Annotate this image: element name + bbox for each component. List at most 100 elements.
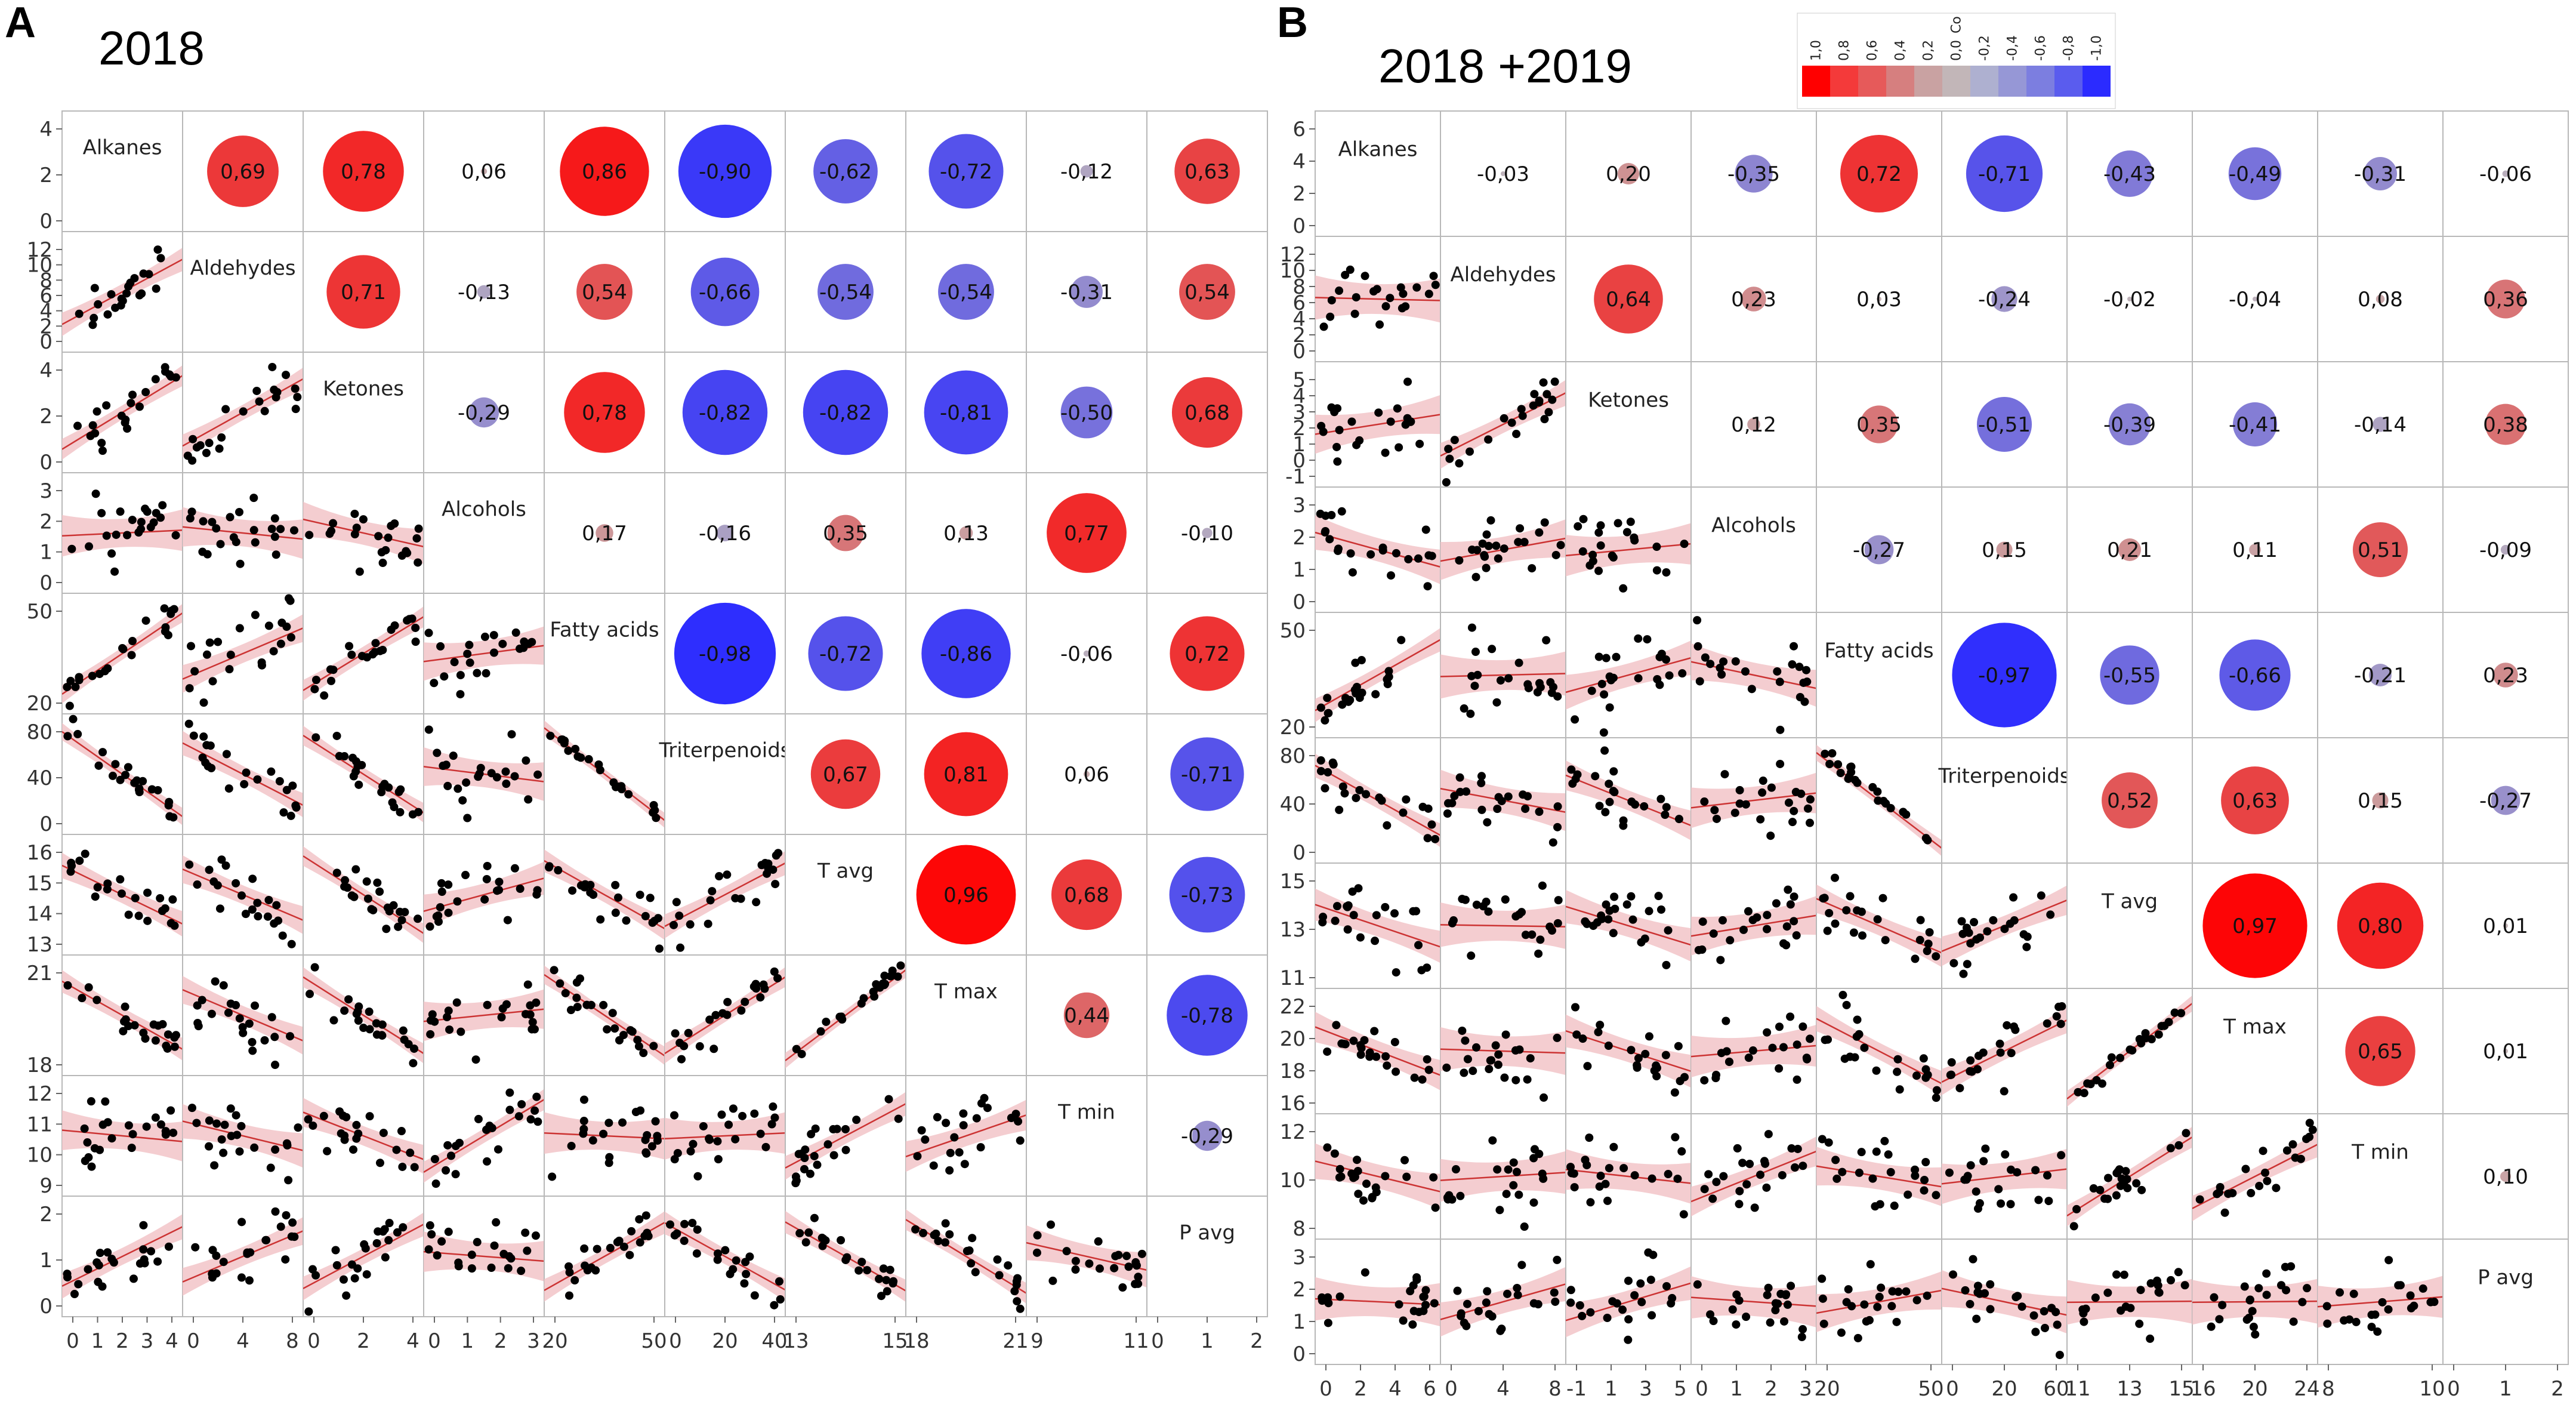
scatter-point [1014,1117,1023,1126]
cell-a-2-4: 0,78 [544,352,665,473]
cell-b-8-3 [1690,1113,1817,1240]
scatter-point [66,676,75,685]
correlation-circle [916,845,1016,945]
cell-b-6-4 [1816,862,1942,989]
scatter-point [139,1028,148,1037]
cell-frame [423,472,545,594]
scatter-point [212,1119,221,1128]
scatter-point [941,1219,950,1228]
scatter-point [1972,935,1981,944]
y-tick-label: 14 [27,902,53,926]
scatter-point [1730,808,1739,817]
scatter-point [166,372,175,381]
scatter-point [1323,1047,1332,1056]
cell-a-2-8: -0,50 [1026,352,1147,473]
correlation-value: 0,38 [2483,413,2528,437]
y-tick-label: 20 [27,692,53,716]
scatter-point [1605,780,1614,788]
scatter-point [1742,1313,1751,1321]
scatter-point [1399,1316,1408,1325]
scatter-plot [1566,1248,1691,1344]
y-tick-label: 8 [1292,275,1306,299]
scatter-point [1545,922,1554,931]
scatter-point [1646,1276,1655,1284]
scatter-point [1662,568,1671,577]
scatter-point [373,878,382,887]
scatter-point [367,905,376,914]
legend-label: 0,6 [1865,40,1880,61]
scatter-point [1904,1190,1912,1199]
scatter-point [568,886,577,895]
scatter-point [1553,822,1562,831]
scatter-point [1806,1034,1815,1043]
scatter-point [1665,671,1674,680]
cell-b-3-8: 0,51 [2317,486,2444,613]
scatter-point [165,797,174,806]
correlation-value: 0,15 [2358,789,2403,813]
cell-a-9-3 [423,1196,545,1317]
scatter-point [1493,805,1502,814]
fit-line [424,1250,544,1262]
scatter-point [1831,873,1840,882]
cell-a-5-5: Triterpenoids [658,713,791,835]
scatter-point [1016,1136,1025,1145]
scatter-point [1788,818,1797,827]
scatter-point [1790,642,1798,651]
cell-b-0-5: -0,71 [1941,110,2068,237]
scatter-point [1824,1138,1833,1147]
scatter-point [352,1134,361,1143]
correlation-value: 0,36 [2483,288,2528,312]
scatter-point [425,922,434,931]
scatter-point [530,1025,539,1034]
cell-a-6-6: T avg [785,834,906,956]
scatter-point [332,1261,341,1270]
scatter-point [1860,1300,1869,1309]
cell-frame [544,593,665,714]
scatter-point [2166,1144,2175,1153]
scatter-point [1517,1261,1526,1270]
cell-b-6-9: 0,01 [2442,862,2569,989]
scatter-plot [424,980,544,1064]
cell-b-2-5: -0,51 [1941,361,2068,488]
scatter-point [480,632,489,641]
scatter-point [1408,1320,1417,1329]
scatter-point [340,1006,349,1015]
correlation-value: 0,78 [341,160,386,184]
scatter-point [510,772,519,781]
scatter-point [1745,1160,1754,1169]
scatter-point [97,509,106,517]
scatter-point [291,801,300,810]
scatter-point [1431,1203,1440,1212]
scatter-point [572,993,581,1002]
scatter-point [276,1222,285,1231]
scatter-point [643,1228,652,1237]
scatter-point [203,550,212,559]
scatter-point [587,1000,596,1009]
scatter-point [189,731,198,740]
scatter-point [2384,1305,2393,1314]
correlation-circle [2503,923,2508,928]
scatter-point [219,981,228,990]
scatter-point [1460,704,1469,713]
scatter-point [1825,908,1834,917]
scatter-point [224,1008,233,1017]
scatter-point [1748,916,1757,925]
y-tick-label: 6 [1292,118,1306,141]
scatter-point [2023,932,2032,941]
scatter-plot [1315,1012,1440,1090]
correlation-circle [1864,535,1894,565]
scatter-point [349,1145,358,1154]
scatter-point [116,507,125,516]
scatter-point [1633,1063,1642,1072]
correlation-circle [2500,544,2511,555]
scatter-plot [1315,753,1440,848]
y-tick-label: 4 [39,300,53,324]
scatter-point [1628,915,1637,924]
scatter-point [208,517,217,526]
scatter-point [889,1279,897,1288]
scatter-point [1744,907,1753,916]
scatter-point [1341,270,1350,279]
correlation-value: 0,20 [1606,162,1651,186]
cell-a-9-0 [61,1196,183,1317]
cell-b-2-9: 0,38 [2442,361,2569,488]
